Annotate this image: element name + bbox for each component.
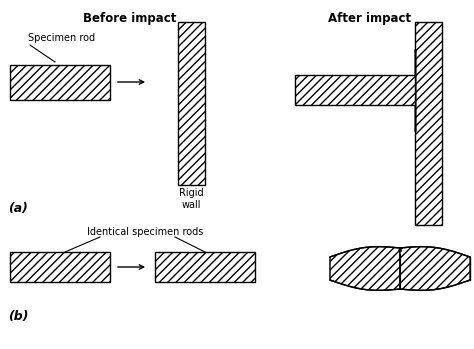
Polygon shape [400, 247, 470, 290]
Text: Identical specimen rods: Identical specimen rods [87, 227, 203, 237]
Text: (b): (b) [8, 310, 28, 323]
Bar [155, 252, 255, 282]
Bar [178, 22, 205, 185]
Bar [415, 22, 442, 225]
Bar [400, 257, 470, 280]
Bar [330, 257, 400, 280]
Text: Before impact: Before impact [83, 12, 177, 25]
Text: Specimen rod: Specimen rod [28, 33, 95, 43]
Polygon shape [330, 247, 400, 290]
Bar [295, 75, 415, 105]
Text: (a): (a) [8, 202, 28, 215]
Bar [10, 65, 110, 100]
Text: After impact: After impact [328, 12, 411, 25]
Bar [10, 252, 110, 282]
Text: Rigid
wall: Rigid wall [179, 188, 204, 210]
